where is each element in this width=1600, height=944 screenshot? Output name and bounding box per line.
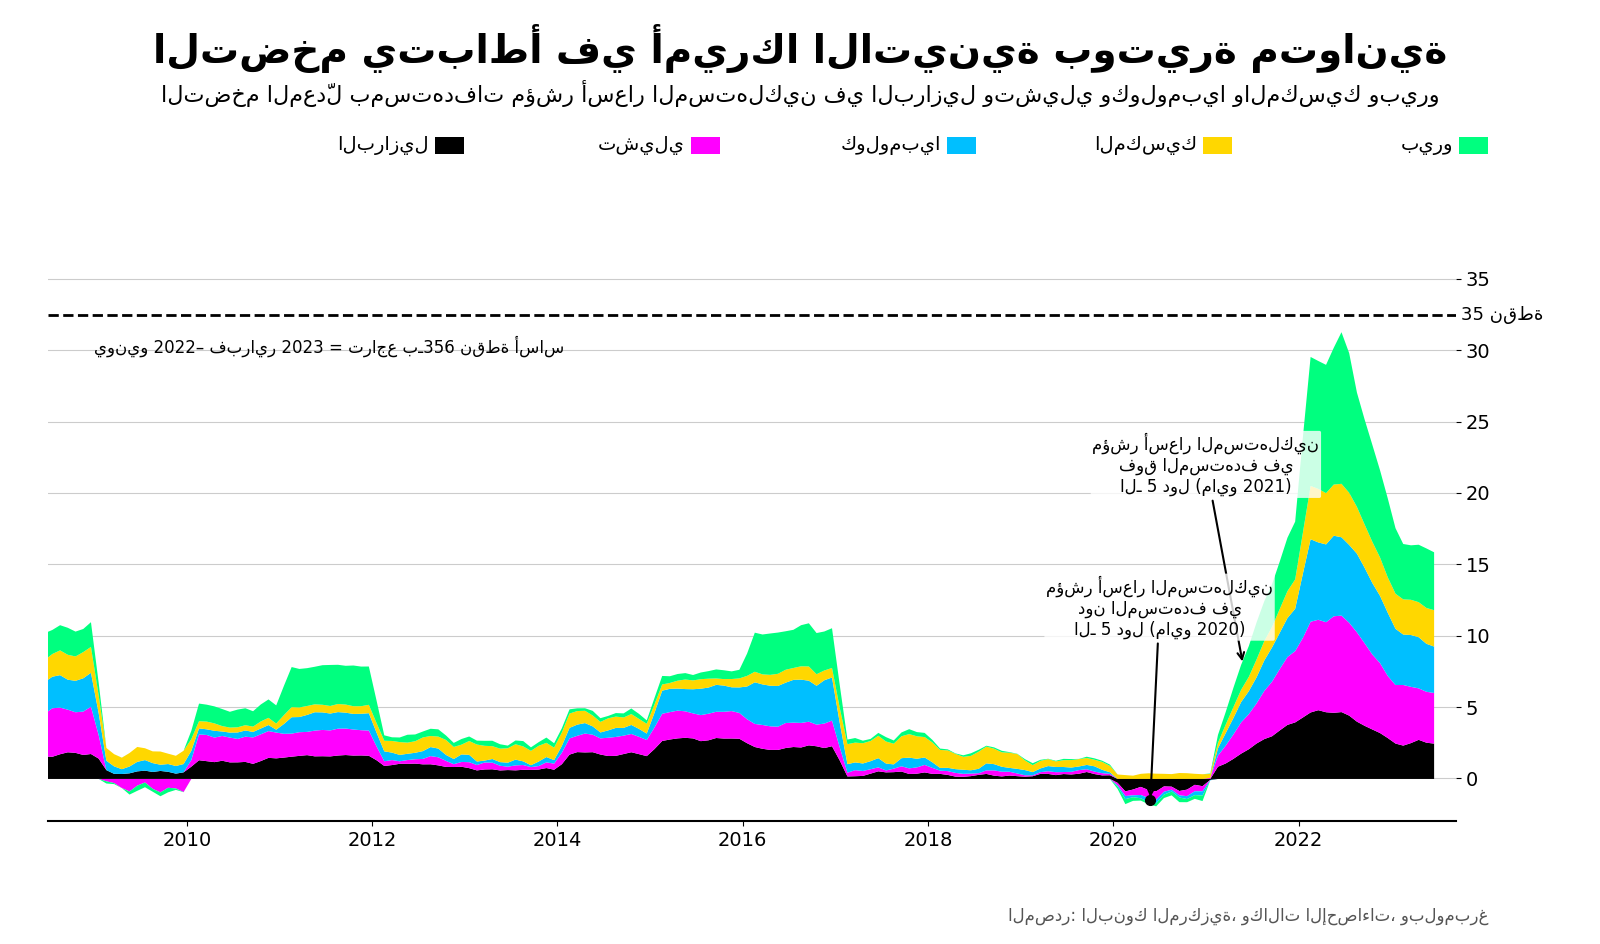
Text: بيرو: بيرو [1400, 136, 1453, 155]
Text: يونيو 2022– فبراير 2023 = تراجع بـ356 نقطة أساس: يونيو 2022– فبراير 2023 = تراجع بـ356 نق… [94, 336, 565, 358]
Text: مؤشر أسعار المستهلكين
فوق المستهدف في
الـ 5 دول (مايو 2021): مؤشر أسعار المستهلكين فوق المستهدف في ال… [1093, 432, 1320, 659]
Text: كولومبيا: كولومبيا [840, 136, 941, 155]
Text: المصدر: البنوك المركزية، وكالات الإحصاءات، وبلومبرغ: المصدر: البنوك المركزية، وكالات الإحصاءا… [1008, 907, 1488, 925]
Text: التضخم يتباطأ في أميركا الاتينية بوتيرة متوانية: التضخم يتباطأ في أميركا الاتينية بوتيرة … [154, 24, 1446, 73]
Text: المكسيك: المكسيك [1094, 136, 1197, 155]
Text: التضخم المعدّل بمستهدفات مؤشر أسعار المستهلكين في البرازيل وتشيلي وكولومبيا والم: التضخم المعدّل بمستهدفات مؤشر أسعار المس… [160, 80, 1440, 108]
Text: تشيلي: تشيلي [598, 136, 685, 155]
Text: مؤشر أسعار المستهلكين
دون المستهدف في
الـ 5 دول (مايو 2020): مؤشر أسعار المستهلكين دون المستهدف في ال… [1046, 575, 1274, 795]
Text: البرازيل: البرازيل [338, 136, 429, 155]
Text: 35 نقطة: 35 نقطة [1461, 306, 1542, 324]
